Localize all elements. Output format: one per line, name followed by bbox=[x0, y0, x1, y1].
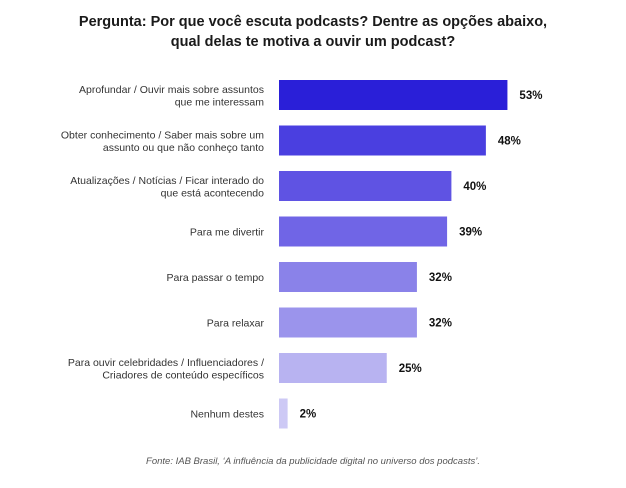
bar-2 bbox=[279, 125, 486, 156]
chart-title: Pergunta: Por que você escuta podcasts? … bbox=[0, 12, 626, 52]
category-label-1-line-1: Aprofundar / Ouvir mais sobre assuntos bbox=[79, 84, 264, 96]
value-label-5: 32% bbox=[429, 272, 452, 284]
source-note: Fonte: IAB Brasil, ‘A influência da publ… bbox=[146, 456, 480, 467]
value-label-8: 2% bbox=[300, 409, 317, 421]
bar-group-3: Atualizações / Notícias / Ficar interado… bbox=[70, 171, 486, 201]
bar-group-7: Para ouvir celebridades / Influenciadore… bbox=[68, 353, 422, 383]
category-label-2-line-1: Obter conhecimento / Saber mais sobre um bbox=[61, 129, 264, 141]
bar-group-1: Aprofundar / Ouvir mais sobre assuntosqu… bbox=[79, 80, 542, 110]
value-label-6: 32% bbox=[429, 318, 452, 330]
value-label-2: 48% bbox=[498, 136, 521, 148]
category-label-6-line-1: Para relaxar bbox=[207, 318, 265, 330]
bar-5 bbox=[279, 262, 417, 292]
bar-7 bbox=[279, 353, 387, 383]
bar-group-5: Para passar o tempo 32% bbox=[167, 262, 452, 292]
category-label-5-line-1: Para passar o tempo bbox=[167, 272, 265, 284]
category-label-3-line-1: Atualizações / Notícias / Ficar interado… bbox=[70, 175, 264, 187]
value-label-3: 40% bbox=[463, 181, 486, 193]
bar-group-6: Para relaxar 32% bbox=[207, 307, 452, 338]
category-label-7-line-1: Para ouvir celebridades / Influenciadore… bbox=[68, 357, 264, 369]
category-label-4-line-1: Para me divertir bbox=[190, 227, 265, 239]
bar-group-8: Nenhum destes 2% bbox=[190, 398, 317, 429]
category-label-8-line-1: Nenhum destes bbox=[190, 409, 264, 421]
bar-4 bbox=[279, 216, 448, 247]
category-label-7-line-2: Criadores de conteúdo específicos bbox=[102, 369, 264, 381]
chart-title-line-2: qual delas te motiva a ouvir um podcast? bbox=[170, 34, 456, 50]
bar-1 bbox=[279, 80, 508, 110]
bar-8 bbox=[279, 398, 288, 429]
category-label-2-line-2: assunto ou que não conheço tanto bbox=[103, 142, 264, 154]
chart-title-line-1: Pergunta: Por que você escuta podcasts? … bbox=[78, 14, 548, 30]
bar-group-2: Obter conhecimento / Saber mais sobre um… bbox=[61, 125, 521, 156]
value-label-4: 39% bbox=[459, 227, 482, 239]
value-label-7: 25% bbox=[399, 363, 422, 375]
value-label-1: 53% bbox=[519, 90, 542, 102]
category-label-3-line-2: que está acontecendo bbox=[161, 187, 264, 199]
bar-group-4: Para me divertir 39% bbox=[190, 216, 482, 247]
category-label-1-line-2: que me interessam bbox=[175, 96, 265, 108]
bar-3 bbox=[279, 171, 452, 201]
bar-6 bbox=[279, 307, 417, 338]
